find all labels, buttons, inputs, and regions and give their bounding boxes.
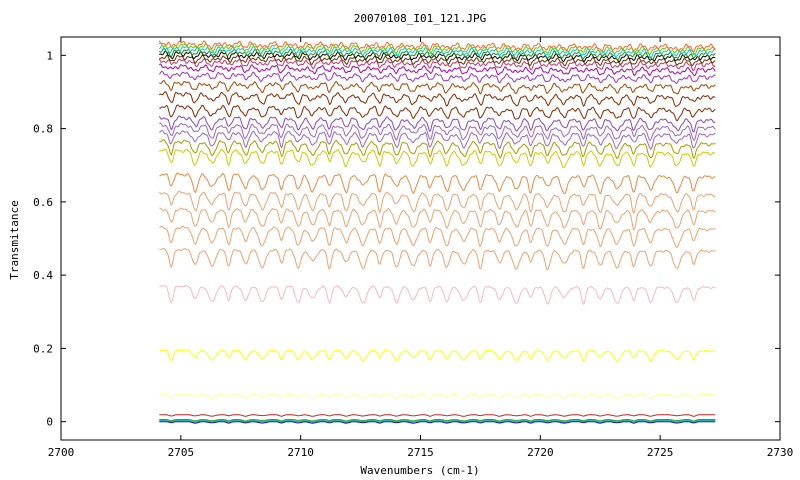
series-line xyxy=(158,190,716,215)
series-line xyxy=(158,115,716,133)
series-line xyxy=(159,122,716,142)
series-line xyxy=(158,63,716,77)
x-tick-label: 2725 xyxy=(647,446,674,459)
x-axis-label: Wavenumbers (cm-1) xyxy=(360,464,479,477)
series-line xyxy=(158,70,716,85)
y-tick-label: 1 xyxy=(46,49,53,62)
series-group xyxy=(158,40,716,424)
series-line xyxy=(158,44,716,58)
series-line xyxy=(159,418,716,422)
series-line xyxy=(159,139,716,160)
series-line xyxy=(159,225,716,248)
series-line xyxy=(159,349,716,362)
series-line xyxy=(159,207,716,231)
x-tick-label: 2715 xyxy=(407,446,434,459)
x-axis: 2700 2705 2710 2715 2720 2725 2730 xyxy=(48,37,794,459)
series-line xyxy=(159,393,716,400)
x-tick-label: 2720 xyxy=(527,446,554,459)
series-line xyxy=(158,40,716,52)
series-line xyxy=(158,50,716,63)
x-tick-label: 2705 xyxy=(168,446,195,459)
series-line xyxy=(159,129,716,150)
series-line xyxy=(158,58,716,72)
series-line xyxy=(159,104,716,122)
y-axis: 0 0.2 0.4 0.6 0.8 1 xyxy=(33,49,780,429)
y-tick-label: 0.2 xyxy=(33,342,53,355)
y-tick-label: 0.6 xyxy=(33,196,53,209)
x-tick-label: 2730 xyxy=(767,446,794,459)
series-line xyxy=(159,247,716,271)
series-line xyxy=(159,414,716,417)
y-tick-label: 0.8 xyxy=(33,123,53,136)
series-line xyxy=(159,420,716,423)
series-line xyxy=(159,47,716,61)
y-axis-label: Transmitance xyxy=(8,200,21,279)
series-line xyxy=(159,284,716,306)
series-line xyxy=(159,172,716,195)
series-line xyxy=(159,54,716,67)
chart-title: 20070108_I01_121.JPG xyxy=(354,12,486,25)
series-line xyxy=(158,91,716,108)
series-line xyxy=(159,79,716,95)
series-line xyxy=(158,148,716,169)
series-line xyxy=(159,421,716,424)
x-tick-label: 2700 xyxy=(48,446,75,459)
y-tick-label: 0 xyxy=(46,416,53,429)
x-tick-label: 2710 xyxy=(287,446,314,459)
y-tick-label: 0.4 xyxy=(33,269,53,282)
